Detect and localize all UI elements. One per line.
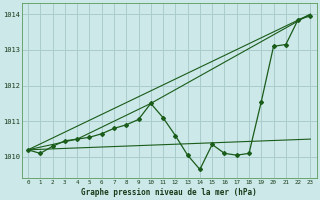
X-axis label: Graphe pression niveau de la mer (hPa): Graphe pression niveau de la mer (hPa) [81,188,257,197]
